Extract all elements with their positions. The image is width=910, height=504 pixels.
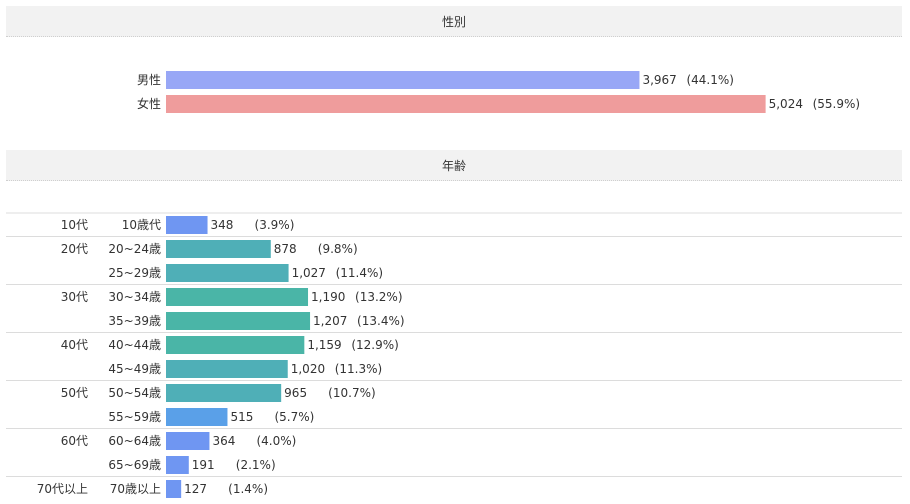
age-5-value-label: 1,159 <box>307 338 341 352</box>
gender-0-category-label: 男性 <box>137 73 161 87</box>
age-4-value-label: 1,207 <box>313 314 347 328</box>
age-group-label: 40代 <box>61 338 88 352</box>
gender-1-value-label: 5,024 <box>769 97 803 111</box>
age-5-percent-label: (12.9%) <box>351 338 398 352</box>
age-7-percent-label: (10.7%) <box>328 386 375 400</box>
age-10-percent-label: (2.1%) <box>236 458 276 472</box>
age-7-value-label: 965 <box>284 386 307 400</box>
gender-section-title: 性別 <box>441 14 466 29</box>
age-0-bar <box>166 216 208 234</box>
age-1-bar <box>166 240 271 258</box>
age-6-value-label: 1,020 <box>291 362 325 376</box>
age-section-title: 年齢 <box>441 158 466 173</box>
age-10-bar <box>166 456 189 474</box>
age-4-bar <box>166 312 311 330</box>
age-8-category-label: 55~59歳 <box>108 410 161 424</box>
age-4-category-label: 35~39歳 <box>108 314 161 328</box>
age-6-category-label: 45~49歳 <box>108 362 161 376</box>
gender-section-header: 性別 <box>6 6 902 37</box>
age-11-percent-label: (1.4%) <box>228 482 268 496</box>
age-group-label: 30代 <box>61 290 88 304</box>
age-4-percent-label: (13.4%) <box>357 314 404 328</box>
gender-0-bar <box>166 71 640 89</box>
age-9-percent-label: (4.0%) <box>256 434 296 448</box>
age-0-category-label: 10歳代 <box>122 218 161 232</box>
age-8-value-label: 515 <box>230 410 253 424</box>
age-2-value-label: 1,027 <box>292 266 326 280</box>
age-10-value-label: 191 <box>192 458 215 472</box>
age-6-percent-label: (11.3%) <box>335 362 382 376</box>
age-3-value-label: 1,190 <box>311 290 345 304</box>
age-9-bar <box>166 432 210 450</box>
age-3-category-label: 30~34歳 <box>108 290 161 304</box>
age-2-category-label: 25~29歳 <box>108 266 161 280</box>
age-6-bar <box>166 360 288 378</box>
gender-1-percent-label: (55.9%) <box>813 97 860 111</box>
age-2-bar <box>166 264 289 282</box>
age-1-value-label: 878 <box>274 242 297 256</box>
age-8-percent-label: (5.7%) <box>274 410 314 424</box>
gender-0-percent-label: (44.1%) <box>686 73 733 87</box>
age-0-value-label: 348 <box>211 218 234 232</box>
age-11-bar <box>166 480 182 498</box>
age-3-bar <box>166 288 309 306</box>
age-3-percent-label: (13.2%) <box>355 290 402 304</box>
age-9-value-label: 364 <box>212 434 235 448</box>
age-7-category-label: 50~54歳 <box>108 386 161 400</box>
age-5-bar <box>166 336 305 354</box>
age-group-label: 60代 <box>61 434 88 448</box>
age-1-category-label: 20~24歳 <box>108 242 161 256</box>
age-section-header: 年齢 <box>6 150 902 181</box>
age-group-label: 50代 <box>61 386 88 400</box>
age-7-bar <box>166 384 282 402</box>
age-group-label: 10代 <box>61 218 88 232</box>
age-2-percent-label: (11.4%) <box>336 266 383 280</box>
age-11-value-label: 127 <box>184 482 207 496</box>
gender-1-bar <box>166 95 766 113</box>
age-9-category-label: 60~64歳 <box>108 434 161 448</box>
age-group-label: 20代 <box>61 242 88 256</box>
age-11-category-label: 70歳以上 <box>110 482 161 496</box>
age-group-label: 70代以上 <box>37 482 88 496</box>
age-10-category-label: 65~69歳 <box>108 458 161 472</box>
age-8-bar <box>166 408 228 426</box>
gender-0-value-label: 3,967 <box>642 73 676 87</box>
age-5-category-label: 40~44歳 <box>108 338 161 352</box>
gender-1-category-label: 女性 <box>137 96 161 111</box>
age-1-percent-label: (9.8%) <box>318 242 358 256</box>
age-0-percent-label: (3.9%) <box>255 218 295 232</box>
